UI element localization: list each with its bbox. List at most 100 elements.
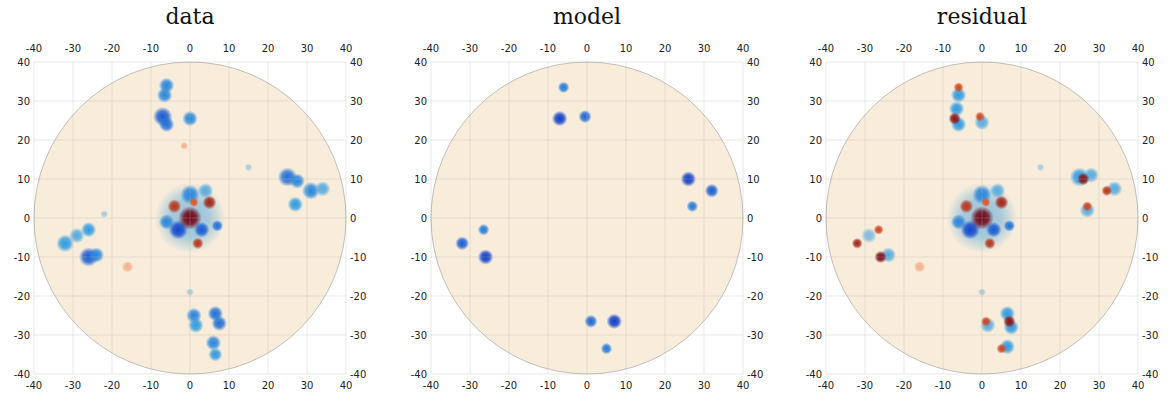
tick-label: -10 <box>806 252 822 263</box>
tick-label: 0 <box>1142 213 1148 224</box>
grid-line <box>34 218 346 219</box>
tick-label: 20 <box>747 135 760 146</box>
grid-line <box>34 179 346 180</box>
panel: -40-40-30-30-20-20-10-100010102020303040… <box>14 4 367 391</box>
tick-label: -20 <box>104 43 120 54</box>
image-background <box>431 62 743 374</box>
tick-label: -30 <box>462 380 478 391</box>
tick-label: -20 <box>411 291 427 302</box>
tick-label: -30 <box>350 330 366 341</box>
tick-label: -10 <box>1142 252 1158 263</box>
grid-line <box>826 218 1138 219</box>
tick-label: 20 <box>350 135 363 146</box>
tick-label: -20 <box>806 291 822 302</box>
tick-label: -20 <box>501 380 517 391</box>
grid-line <box>826 179 1138 180</box>
tick-label: -20 <box>501 43 517 54</box>
tick-label: 0 <box>584 43 590 54</box>
disc-outline <box>431 62 743 374</box>
blob <box>188 317 204 333</box>
tick-label: 30 <box>809 96 822 107</box>
blob <box>211 316 227 332</box>
image-marks <box>852 82 1123 354</box>
blob <box>159 117 175 133</box>
blob <box>1037 163 1045 171</box>
tick-label: 40 <box>340 380 353 391</box>
tick-label: -20 <box>896 43 912 54</box>
tick-label: 10 <box>223 43 236 54</box>
image-background <box>34 62 346 374</box>
tick-label: 10 <box>620 43 633 54</box>
tick-label: -30 <box>411 330 427 341</box>
blob <box>948 112 960 124</box>
tick-label: -10 <box>143 43 159 54</box>
blob <box>180 142 188 150</box>
tick-label: 30 <box>1142 96 1155 107</box>
tick-label: 30 <box>414 96 427 107</box>
blob <box>1003 315 1015 327</box>
tick-label: -10 <box>350 252 366 263</box>
tick-label: -30 <box>806 330 822 341</box>
figure: -40 -40 -30 -30 -20 -20 -10 -10 0 0 10 10 20 20 30 30 40… <box>0 0 1169 398</box>
tick-label: 0 <box>584 380 590 391</box>
blob <box>289 173 305 189</box>
tick-label: 30 <box>1093 43 1106 54</box>
tick-label: -30 <box>462 43 478 54</box>
tick-label: -30 <box>65 43 81 54</box>
grid-line <box>34 140 346 141</box>
blob <box>478 224 490 236</box>
tick-label: 10 <box>350 174 363 185</box>
blob <box>100 210 108 218</box>
tick-label: 40 <box>1132 43 1145 54</box>
blob <box>455 236 469 250</box>
tick-label: -30 <box>1142 330 1158 341</box>
image-marks <box>56 78 330 362</box>
blob <box>852 238 863 249</box>
tick-label: -40 <box>350 369 366 380</box>
tick-label: 0 <box>979 380 985 391</box>
tick-label: -10 <box>935 380 951 391</box>
grid-line <box>34 101 346 102</box>
tick-label: -20 <box>350 291 366 302</box>
tick-label: 30 <box>301 380 314 391</box>
blob <box>288 197 304 213</box>
tick-label: -40 <box>747 369 763 380</box>
grid-line <box>34 257 346 258</box>
blob <box>601 343 613 355</box>
blob <box>192 238 204 250</box>
tick-label: -40 <box>423 43 439 54</box>
tick-label: -20 <box>747 291 763 302</box>
tick-label: 20 <box>17 135 30 146</box>
grid-line <box>431 335 743 336</box>
disc-outline <box>34 62 346 374</box>
tick-label: 10 <box>1015 380 1028 391</box>
disc-outline <box>826 62 1138 374</box>
tick-label: 0 <box>816 213 822 224</box>
tick-label: 10 <box>809 174 822 185</box>
grid-line <box>34 296 346 297</box>
tick-label: 10 <box>620 380 633 391</box>
tick-label: 40 <box>1132 380 1145 391</box>
tick-label: 20 <box>414 135 427 146</box>
grid-line <box>826 140 1138 141</box>
tick-label: -20 <box>1142 291 1158 302</box>
tick-label: -30 <box>857 380 873 391</box>
grid-line <box>34 335 346 336</box>
tick-label: 20 <box>262 380 275 391</box>
blob <box>914 261 926 273</box>
grid-line <box>826 296 1138 297</box>
tick-label: 0 <box>979 43 985 54</box>
blob <box>705 184 719 198</box>
tick-label: -40 <box>411 369 427 380</box>
blob <box>1003 220 1015 232</box>
tick-label: -30 <box>747 330 763 341</box>
blob <box>954 82 964 92</box>
tick-label: 10 <box>414 174 427 185</box>
blob <box>981 198 990 207</box>
tick-label: -40 <box>26 380 42 391</box>
panel: -40-40-30-30-20-20-10-100010102020303040… <box>806 4 1159 391</box>
tick-label: -10 <box>935 43 951 54</box>
tick-label: 20 <box>1054 43 1067 54</box>
blob <box>56 234 74 252</box>
tick-label: -10 <box>14 252 30 263</box>
